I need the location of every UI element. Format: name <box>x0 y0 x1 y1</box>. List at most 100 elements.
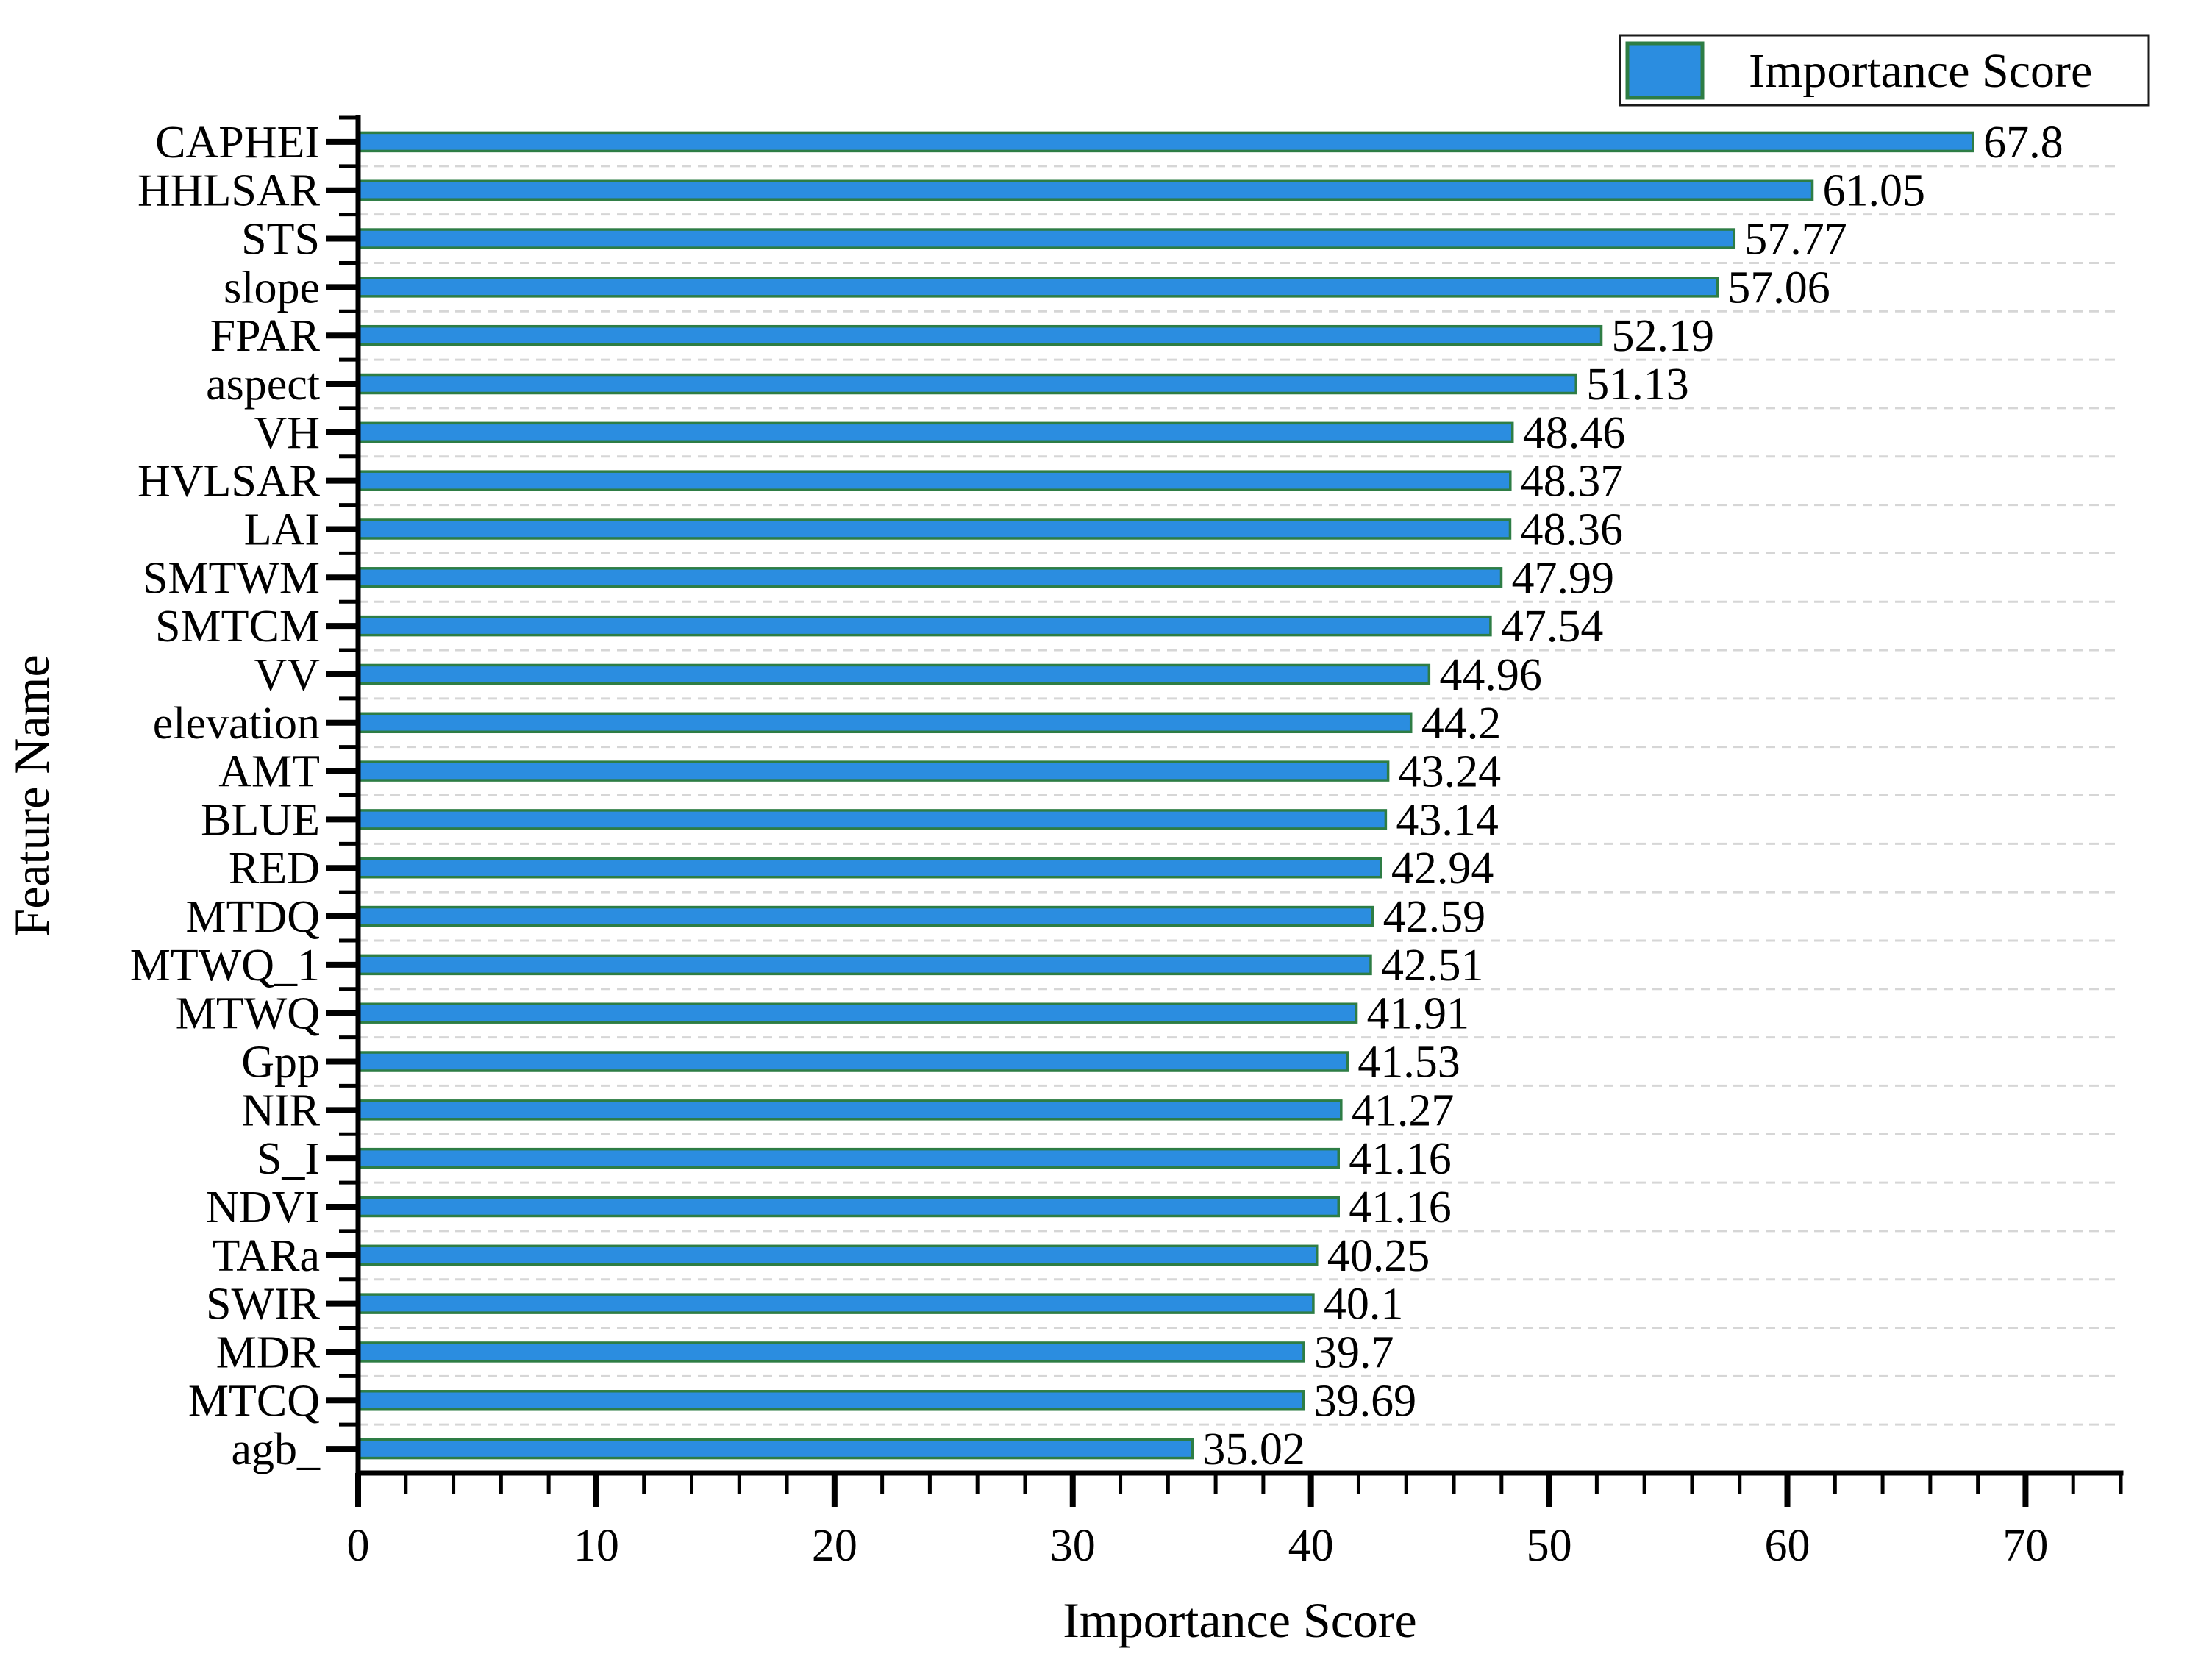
category-label-elevation: elevation <box>153 699 320 749</box>
value-label-HHLSAR: 61.05 <box>1823 166 1926 216</box>
axis-tick-labels: CAPHEIHHLSARSTSslopeFPARaspectVHHVLSARLA… <box>130 118 2049 1571</box>
bar-agb_ <box>357 1438 1194 1460</box>
bar-MTCQ <box>357 1390 1305 1411</box>
category-label-FPAR: FPAR <box>210 311 321 361</box>
value-label-STS: 57.77 <box>1744 215 1847 265</box>
value-label-MDR: 39.7 <box>1314 1327 1394 1377</box>
category-label-agb_: agb_ <box>231 1424 321 1474</box>
category-label-SWIR: SWIR <box>206 1280 321 1330</box>
category-label-LAI: LAI <box>244 504 320 554</box>
category-label-STS: STS <box>241 215 320 265</box>
legend-box <box>1619 34 2150 107</box>
bar-MDR <box>357 1341 1305 1363</box>
x-tick-label-20: 20 <box>812 1521 857 1571</box>
x-tick-label-30: 30 <box>1050 1521 1096 1571</box>
category-label-aspect: aspect <box>206 360 320 410</box>
bar-SWIR <box>357 1293 1315 1314</box>
value-label-MTCQ: 39.69 <box>1314 1376 1417 1426</box>
value-label-LAI: 48.36 <box>1520 504 1623 554</box>
bar-CAPHEI <box>357 131 1974 153</box>
category-label-VV: VV <box>254 650 320 700</box>
axis-spines <box>355 115 2124 1476</box>
value-label-BLUE: 43.14 <box>1396 795 1499 845</box>
y-axis-title: Feature Name <box>4 655 60 936</box>
value-label-Gpp: 41.53 <box>1357 1038 1460 1088</box>
value-label-HVLSAR: 48.37 <box>1521 457 1624 507</box>
value-label-slope: 57.06 <box>1727 263 1830 313</box>
category-label-Gpp: Gpp <box>241 1038 320 1088</box>
bar-HHLSAR <box>357 179 1814 201</box>
value-label-RED: 42.94 <box>1391 844 1494 894</box>
value-label-aspect: 51.13 <box>1586 360 1689 410</box>
legend-swatch-importance-score <box>1625 41 1705 100</box>
bar-FPAR <box>357 324 1603 346</box>
value-label-SWIR: 40.1 <box>1324 1280 1404 1330</box>
bar-VV <box>357 663 1431 685</box>
x-tick-label-50: 50 <box>1527 1521 1572 1571</box>
value-label-NDVI: 41.16 <box>1349 1183 1452 1233</box>
value-label-elevation: 44.2 <box>1421 699 1502 749</box>
category-label-AMT: AMT <box>218 747 320 797</box>
x-tick-label-70: 70 <box>2002 1521 2048 1571</box>
bar-value-labels: 67.861.0557.7757.0652.1951.1348.4648.374… <box>1202 118 2063 1474</box>
bar-BLUE <box>357 809 1388 830</box>
category-label-SMTWM: SMTWM <box>143 553 320 603</box>
bar-STS <box>357 228 1736 249</box>
category-label-HVLSAR: HVLSAR <box>138 457 321 507</box>
value-label-CAPHEI: 67.8 <box>1983 118 2063 168</box>
axis-ticks <box>326 115 2123 1507</box>
x-tick-label-60: 60 <box>1765 1521 1810 1571</box>
bar-RED <box>357 857 1382 879</box>
bar-VH <box>357 421 1514 443</box>
bar-elevation <box>357 712 1413 734</box>
category-label-BLUE: BLUE <box>201 795 320 845</box>
bar-MTDQ <box>357 905 1374 927</box>
category-label-slope: slope <box>224 263 320 313</box>
value-label-MTWQ_1: 42.51 <box>1381 941 1484 991</box>
bar-MTWQ <box>357 1002 1358 1024</box>
category-label-S_I: S_I <box>257 1134 320 1184</box>
value-label-agb_: 35.02 <box>1202 1424 1305 1474</box>
category-label-VH: VH <box>254 408 320 458</box>
category-label-RED: RED <box>229 844 320 894</box>
bars <box>357 131 1974 1460</box>
category-label-MTWQ_1: MTWQ_1 <box>130 941 320 991</box>
category-label-MTCQ: MTCQ <box>188 1376 320 1426</box>
bar-S_I <box>357 1147 1341 1169</box>
x-tick-label-40: 40 <box>1288 1521 1334 1571</box>
bar-NDVI <box>357 1196 1341 1218</box>
bar-Gpp <box>357 1051 1349 1072</box>
bar-slope <box>357 277 1719 298</box>
bar-MTWQ_1 <box>357 954 1372 976</box>
bar-AMT <box>357 760 1390 782</box>
x-tick-label-10: 10 <box>574 1521 619 1571</box>
bar-HVLSAR <box>357 470 1512 491</box>
value-label-VH: 48.46 <box>1523 408 1626 458</box>
value-label-MTDQ: 42.59 <box>1383 892 1486 942</box>
legend-label: Importance Score <box>1749 44 2092 98</box>
bar-NIR <box>357 1099 1343 1121</box>
x-tick-label-0: 0 <box>347 1521 370 1571</box>
category-label-MTWQ: MTWQ <box>176 989 320 1039</box>
category-label-NIR: NIR <box>241 1085 320 1135</box>
category-label-MDR: MDR <box>216 1327 321 1377</box>
bar-LAI <box>357 518 1512 540</box>
category-label-NDVI: NDVI <box>206 1183 320 1233</box>
value-label-VV: 44.96 <box>1439 650 1541 700</box>
value-label-AMT: 43.24 <box>1399 747 1502 797</box>
value-label-S_I: 41.16 <box>1349 1134 1452 1184</box>
value-label-MTWQ: 41.91 <box>1367 989 1470 1039</box>
bar-SMTCM <box>357 615 1492 637</box>
value-label-TARa: 40.25 <box>1327 1231 1430 1281</box>
bar-aspect <box>357 373 1577 395</box>
value-label-FPAR: 52.19 <box>1612 311 1715 361</box>
value-label-NIR: 41.27 <box>1352 1085 1455 1135</box>
category-label-SMTCM: SMTCM <box>155 602 320 652</box>
bar-SMTWM <box>357 567 1503 588</box>
value-label-SMTWM: 47.99 <box>1511 553 1614 603</box>
value-label-SMTCM: 47.54 <box>1501 602 1604 652</box>
x-axis-title: Importance Score <box>1063 1592 1416 1648</box>
category-label-TARa: TARa <box>212 1231 320 1281</box>
